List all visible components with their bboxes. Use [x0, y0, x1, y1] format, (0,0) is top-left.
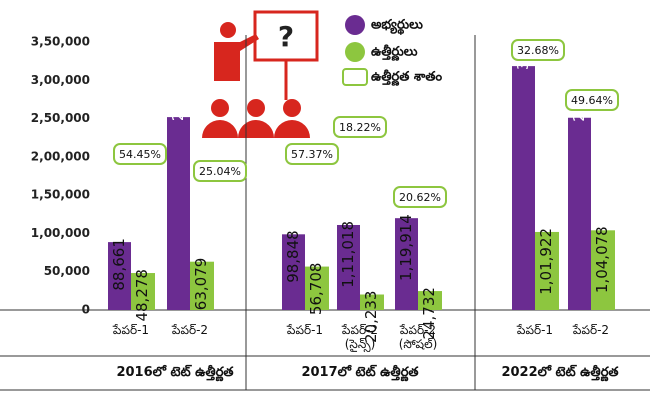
x-tick-label: పేపర్-1 [286, 323, 324, 337]
rate-label: 32.68% [517, 44, 559, 57]
value-label: 1,04,078 [593, 226, 611, 293]
question-mark: ? [278, 20, 294, 53]
rate-box [393, 186, 447, 208]
y-tick-label: 2,50,000 [31, 111, 90, 125]
presenter-body [214, 34, 259, 81]
legend-label: అభ్యర్థులు [371, 18, 423, 36]
y-tick-label: 3,50,000 [31, 35, 90, 49]
y-tick-label: 1,50,000 [31, 188, 90, 202]
rate-label: 49.64% [571, 94, 613, 107]
x-tick-label: పేపర్-2 [572, 323, 610, 337]
illustration: ? [202, 10, 319, 138]
y-tick-label: 0 [82, 303, 90, 317]
presenter-head [220, 22, 236, 38]
value-label: 1,01,922 [537, 228, 555, 295]
value-label: 2,51,906 [169, 54, 187, 121]
bar [591, 230, 615, 310]
value-label: 24,732 [420, 287, 438, 340]
value-label: 1,11,018 [339, 221, 357, 288]
rate-label: 25.04% [199, 165, 241, 178]
rate-box [193, 160, 247, 182]
value-label: 20,233 [362, 291, 380, 344]
value-label: 63,079 [192, 258, 210, 311]
bar [535, 231, 559, 310]
value-label: 2,51,070 [570, 55, 588, 122]
rate-label: 18.22% [339, 121, 381, 134]
y-tick-label: 3,00,000 [31, 73, 90, 87]
y-tick-label: 50,000 [44, 264, 90, 278]
bar [568, 117, 591, 311]
bar [305, 266, 329, 310]
value-label: 88,661 [110, 238, 128, 291]
bar [167, 117, 190, 311]
bar [418, 291, 442, 310]
value-label: 56,708 [307, 263, 325, 316]
value-label: 1,19,914 [397, 214, 415, 281]
x-tick-label: పేపర్-1 [112, 323, 150, 337]
group-label: 2016లో టెట్ ఉత్తీర్ణత [116, 365, 234, 380]
y-tick-label: 1,00,000 [31, 226, 90, 240]
x-tick-label: పేపర్-2 (సోషల్) [398, 323, 438, 351]
x-tick-label: పేపర్-2 (సైన్స్) [341, 323, 379, 351]
audience-head [211, 99, 229, 117]
group-label: 2017లో టెట్ ఉత్తీర్ణత [301, 365, 419, 380]
rate-label: 54.45% [119, 148, 161, 161]
rate-label: 20.62% [399, 191, 441, 204]
bar [108, 242, 131, 310]
bar [190, 261, 214, 310]
audience-head [247, 99, 265, 117]
legend-label: ఉత్తీర్ణులు [371, 44, 418, 62]
bar [512, 66, 535, 310]
rate-box [333, 116, 387, 138]
rate-box [511, 39, 565, 61]
group-label: 2022లో టెట్ ఉత్తీర్ణత [501, 365, 619, 380]
audience-body [202, 120, 238, 138]
value-label: 48,278 [133, 269, 151, 322]
x-tick-label: పేపర్-2 [171, 323, 209, 337]
audience-head [283, 99, 301, 117]
bar [337, 224, 360, 310]
legend-label: ఉత్తీర్ణత శాతం [371, 69, 442, 87]
rate-box [113, 143, 167, 165]
bar [131, 273, 155, 310]
legend-swatch [345, 15, 365, 35]
x-tick-label: పేపర్-1 [516, 323, 554, 337]
rate-label: 57.37% [291, 148, 333, 161]
bar [282, 234, 305, 310]
bar [360, 294, 384, 310]
audience-body [274, 120, 310, 138]
rate-box [285, 143, 339, 165]
rate-box [565, 89, 619, 111]
audience-body [238, 120, 274, 138]
legend-swatch [342, 68, 368, 86]
value-label: 98,848 [284, 230, 302, 283]
legend-swatch [345, 42, 365, 62]
bar [395, 218, 418, 310]
y-tick-label: 2,00,000 [31, 149, 90, 163]
